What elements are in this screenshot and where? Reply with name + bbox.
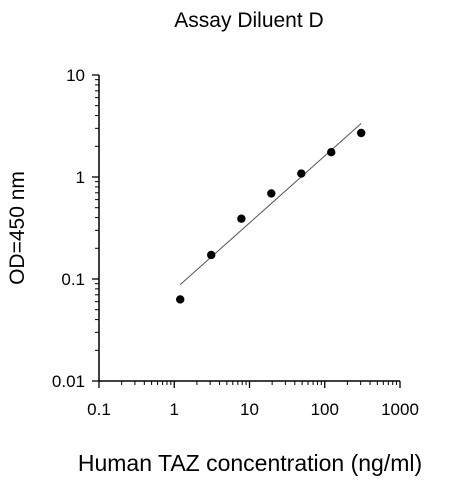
data-point bbox=[327, 148, 336, 157]
y-ticks: 0.01 0.1 1 10 bbox=[52, 66, 99, 391]
x-tick-label: 100 bbox=[311, 400, 339, 419]
y-tick-label: 0.1 bbox=[61, 270, 85, 289]
chart-title: Assay Diluent D bbox=[174, 9, 323, 32]
data-points bbox=[176, 128, 366, 304]
x-tick-label: 10 bbox=[240, 400, 259, 419]
data-point bbox=[176, 295, 185, 304]
data-point bbox=[237, 214, 246, 223]
y-tick-label: 1 bbox=[76, 168, 85, 187]
data-point bbox=[356, 128, 366, 138]
fit-line bbox=[179, 123, 362, 286]
x-ticks: 0.1 1 10 100 1000 bbox=[87, 381, 419, 419]
y-axis-label: OD=450 nm bbox=[6, 171, 29, 285]
y-tick-label: 10 bbox=[66, 66, 85, 85]
data-point bbox=[267, 189, 276, 198]
plot-frame bbox=[98, 75, 400, 382]
x-tick-label: 0.1 bbox=[87, 400, 111, 419]
y-tick-label: 0.01 bbox=[52, 372, 85, 391]
x-axis-label: Human TAZ concentration (ng/ml) bbox=[78, 450, 422, 476]
data-point bbox=[297, 169, 306, 178]
x-tick-label: 1000 bbox=[381, 400, 419, 419]
x-tick-label: 1 bbox=[170, 400, 179, 419]
fit-line-group bbox=[179, 123, 362, 286]
data-point bbox=[207, 250, 216, 260]
